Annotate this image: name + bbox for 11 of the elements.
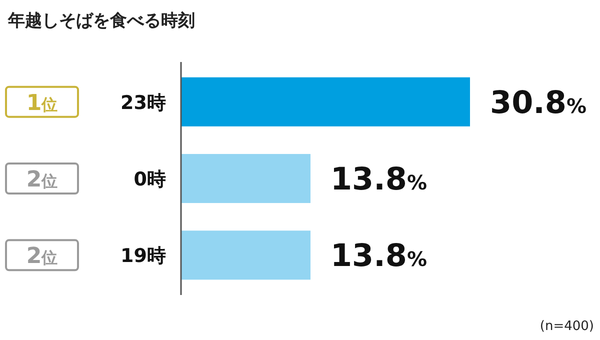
data-label: 13.8% [330, 162, 428, 198]
data-label: 30.8% [490, 84, 587, 121]
text: (n=400) [540, 319, 594, 334]
y-tick-label: 19時 [120, 245, 166, 268]
chart-title: 年越しそばを食べる時刻 [7, 11, 195, 31]
rank-badge: 1位 [5, 86, 79, 118]
data-label: 13.8% [330, 238, 428, 274]
y-tick-label: 23時 [120, 92, 166, 114]
rank-badge: 2位 [5, 162, 79, 194]
y-tick-label: 0時 [134, 168, 166, 190]
rank-badge: 2位 [5, 239, 79, 272]
